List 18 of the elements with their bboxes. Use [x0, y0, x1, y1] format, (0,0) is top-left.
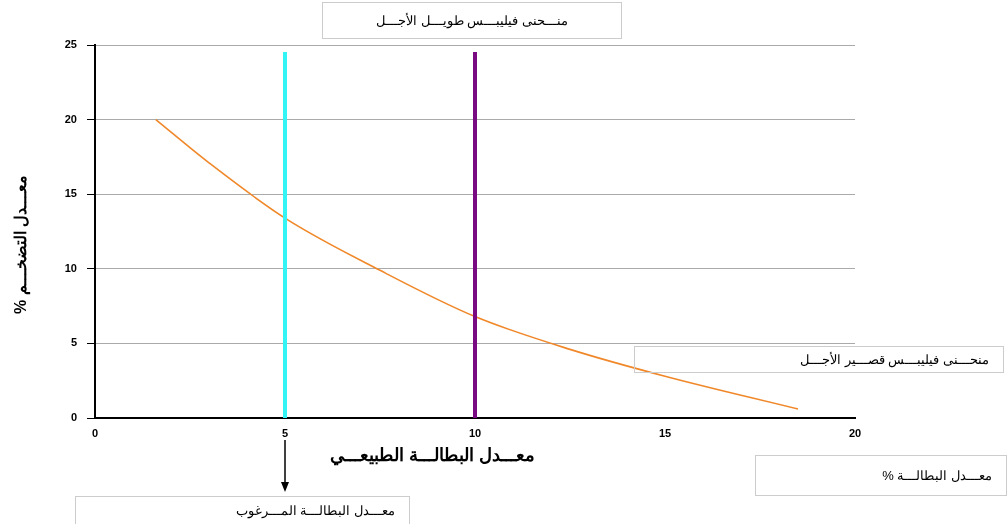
x-axis-title: معـــدل البطالـــة الطبيعـــي — [330, 444, 536, 466]
text: معـــدل البطالـــة المـــرغوب — [75, 496, 410, 524]
y-tick-label: 10 — [64, 261, 77, 274]
y-tick-label: 15 — [64, 187, 77, 200]
annotation: منحـــنى فيليبـــس قصـــير الأجـــل — [634, 346, 1004, 373]
y-tick-label: 20 — [64, 112, 77, 125]
x-tick-label: 0 — [91, 426, 99, 439]
x-tick-label: 10 — [468, 426, 482, 439]
x-tick-label: 5 — [281, 426, 289, 439]
y-tick-label: 0 — [70, 411, 77, 424]
text: معـــدل البطالـــة % — [755, 455, 1007, 496]
x-tick-label: 15 — [658, 426, 672, 439]
y-axis-title: معـــدل التضخـــم % — [10, 174, 30, 315]
y-tick-label: 25 — [64, 38, 77, 51]
x-tick-label: 20 — [848, 426, 862, 439]
y-tick-label: 5 — [70, 336, 77, 349]
chart-title: منـــحنى فيليبـــس طويـــل الأجـــل — [322, 2, 622, 39]
line-series — [155, 118, 799, 410]
